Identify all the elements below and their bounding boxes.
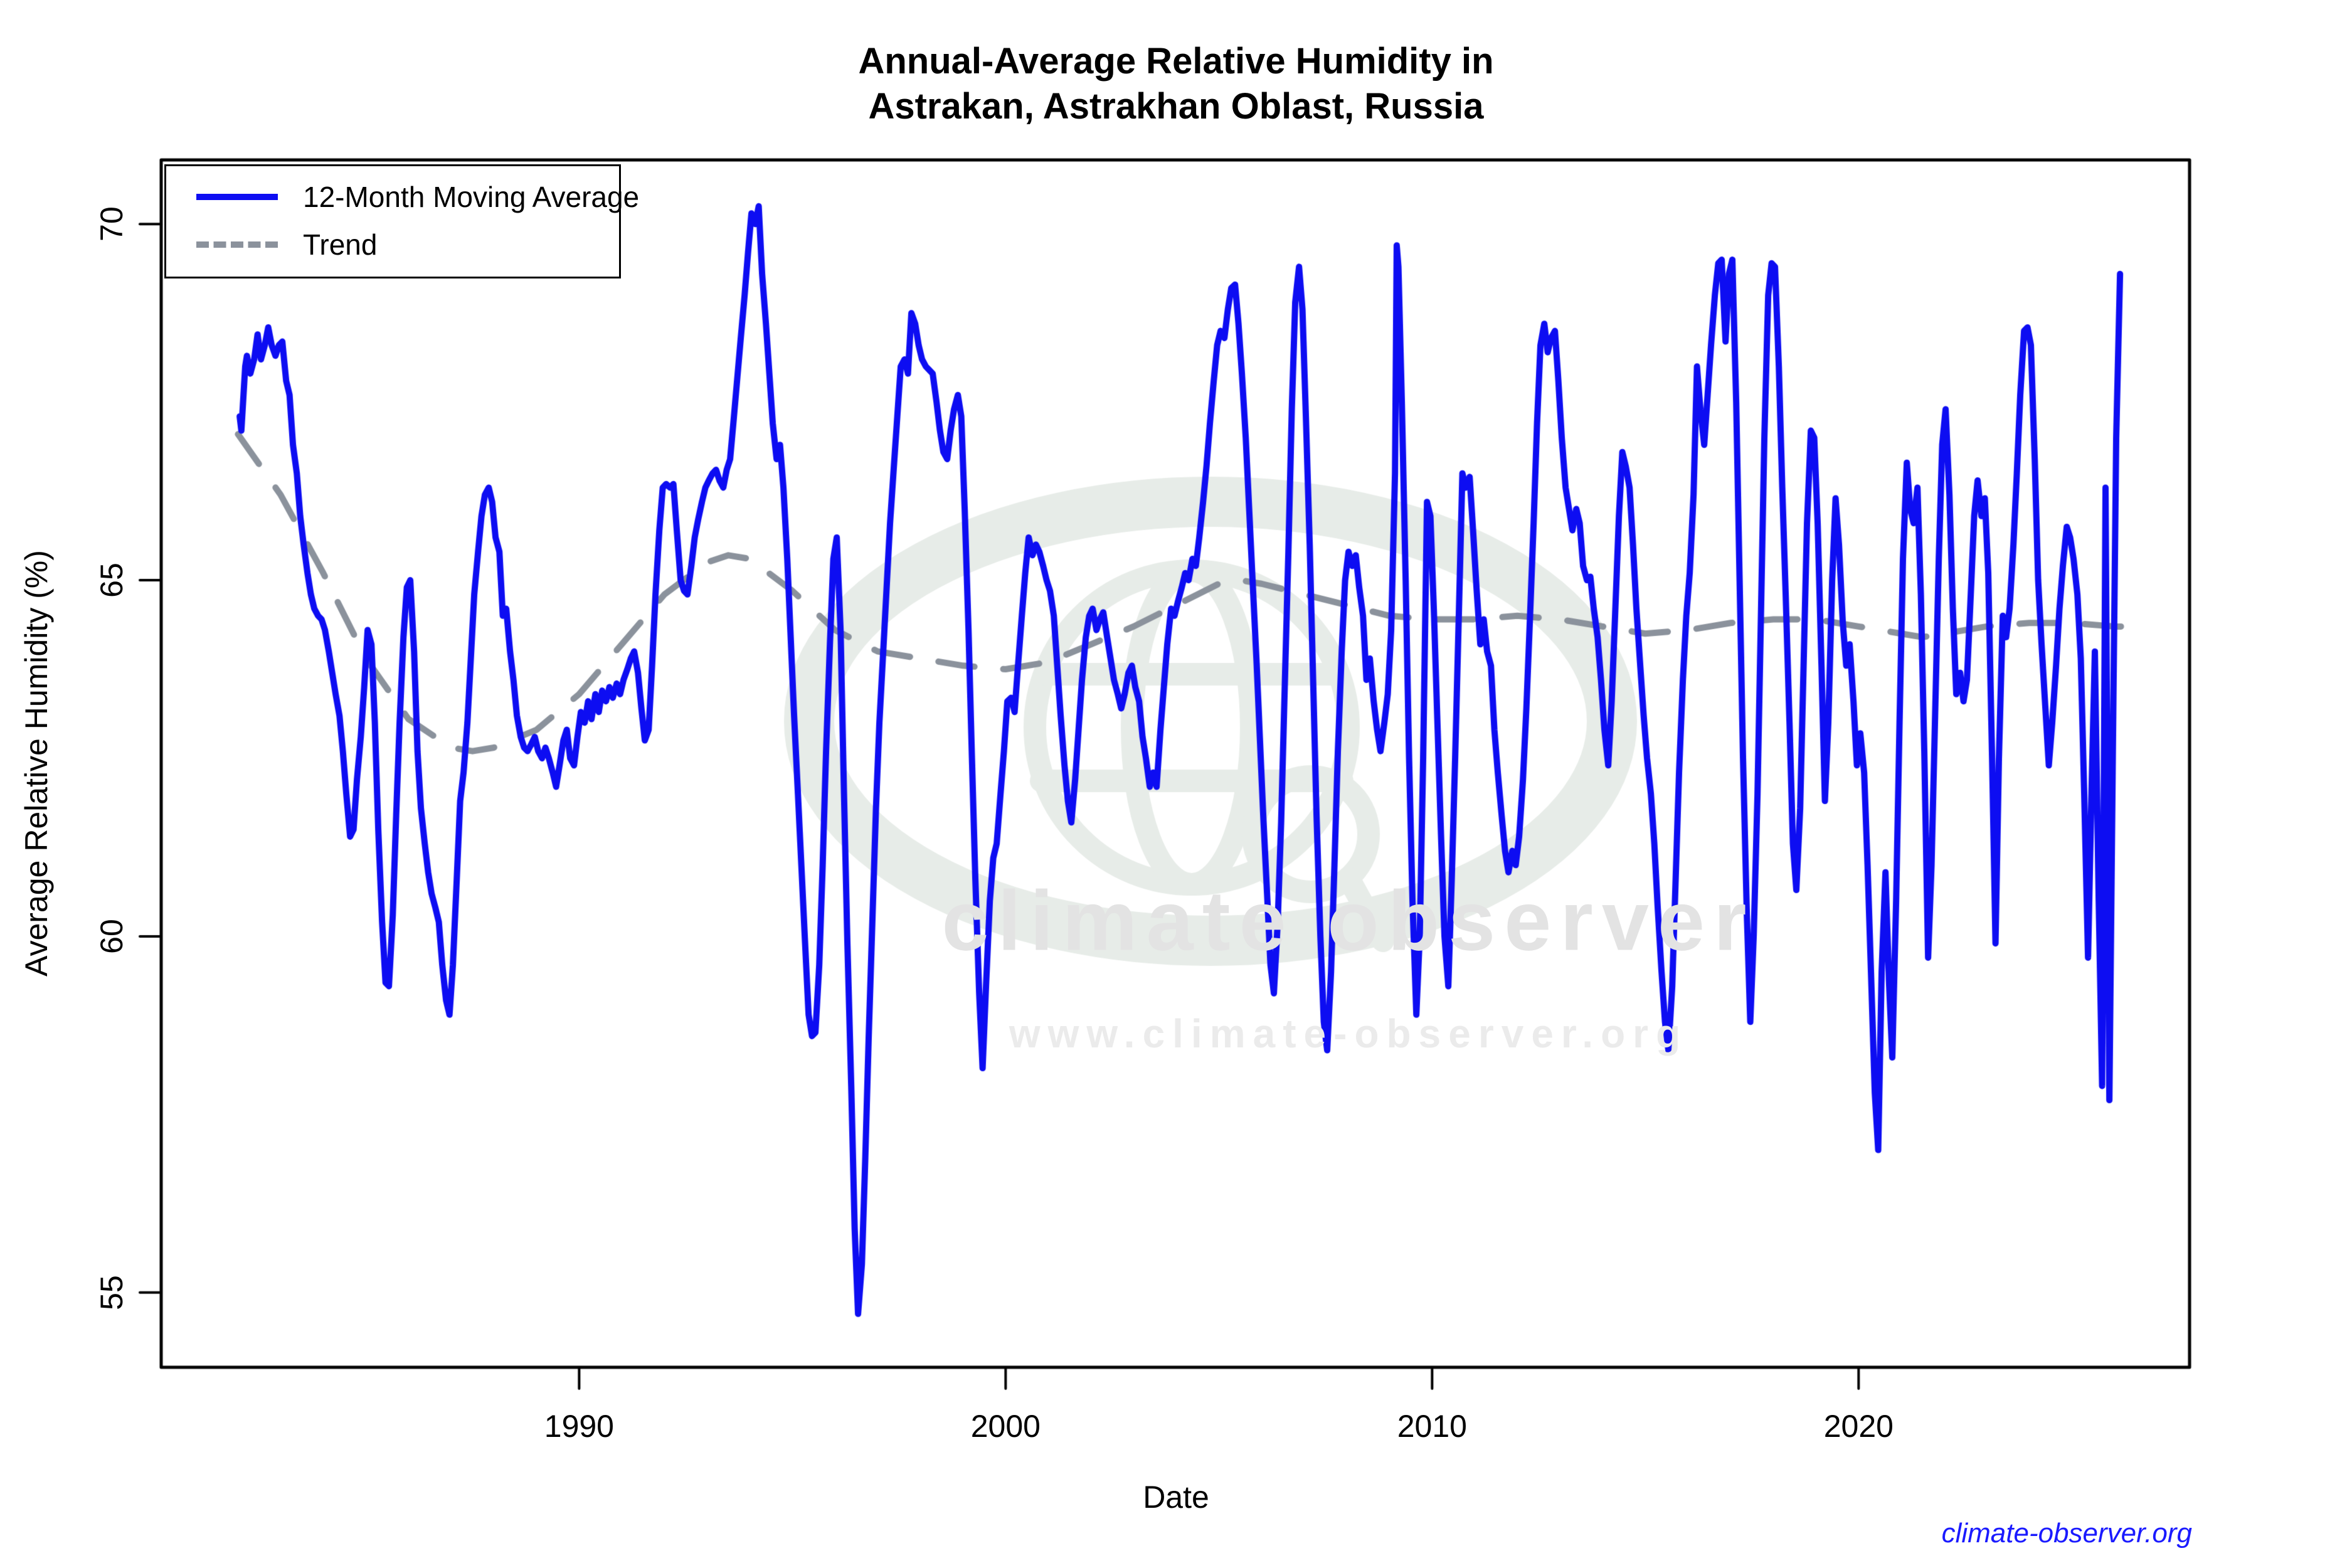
legend-item-moving-average: 12-Month Moving Average: [166, 177, 639, 216]
watermark-url-text: www.climate-observer.org: [1009, 1011, 1688, 1056]
x-tick-label-2010: 2010: [1397, 1409, 1467, 1444]
legend-line-sample-solid: [196, 194, 278, 200]
legend-label: Trend: [303, 228, 378, 261]
legend-box: 12-Month Moving Average Trend: [164, 164, 639, 278]
footer-site-link[interactable]: climate-observer.org: [1941, 1518, 2192, 1549]
legend-line-sample-dashed: [196, 241, 278, 248]
x-axis-label: Date: [1143, 1480, 1209, 1515]
x-tick-label-1990: 1990: [544, 1409, 614, 1444]
x-tick-label-2020: 2020: [1823, 1409, 1894, 1444]
watermark-text: climate observer: [941, 873, 1756, 968]
y-axis-label: Average Relative Humidity (%): [19, 550, 54, 977]
legend-label: 12-Month Moving Average: [303, 181, 640, 213]
y-tick-label-55: 55: [94, 1274, 129, 1310]
y-tick-label-60: 60: [94, 919, 129, 954]
chart-title-line1: Annual-Average Relative Humidity in: [858, 41, 1494, 82]
y-tick-label-65: 65: [94, 563, 129, 598]
y-tick-label-70: 70: [94, 206, 129, 242]
legend-item-trend: Trend: [166, 225, 619, 264]
x-tick-label-2000: 2000: [970, 1409, 1041, 1444]
chart-title-line2: Astrakan, Astrakhan Oblast, Russia: [868, 86, 1484, 127]
